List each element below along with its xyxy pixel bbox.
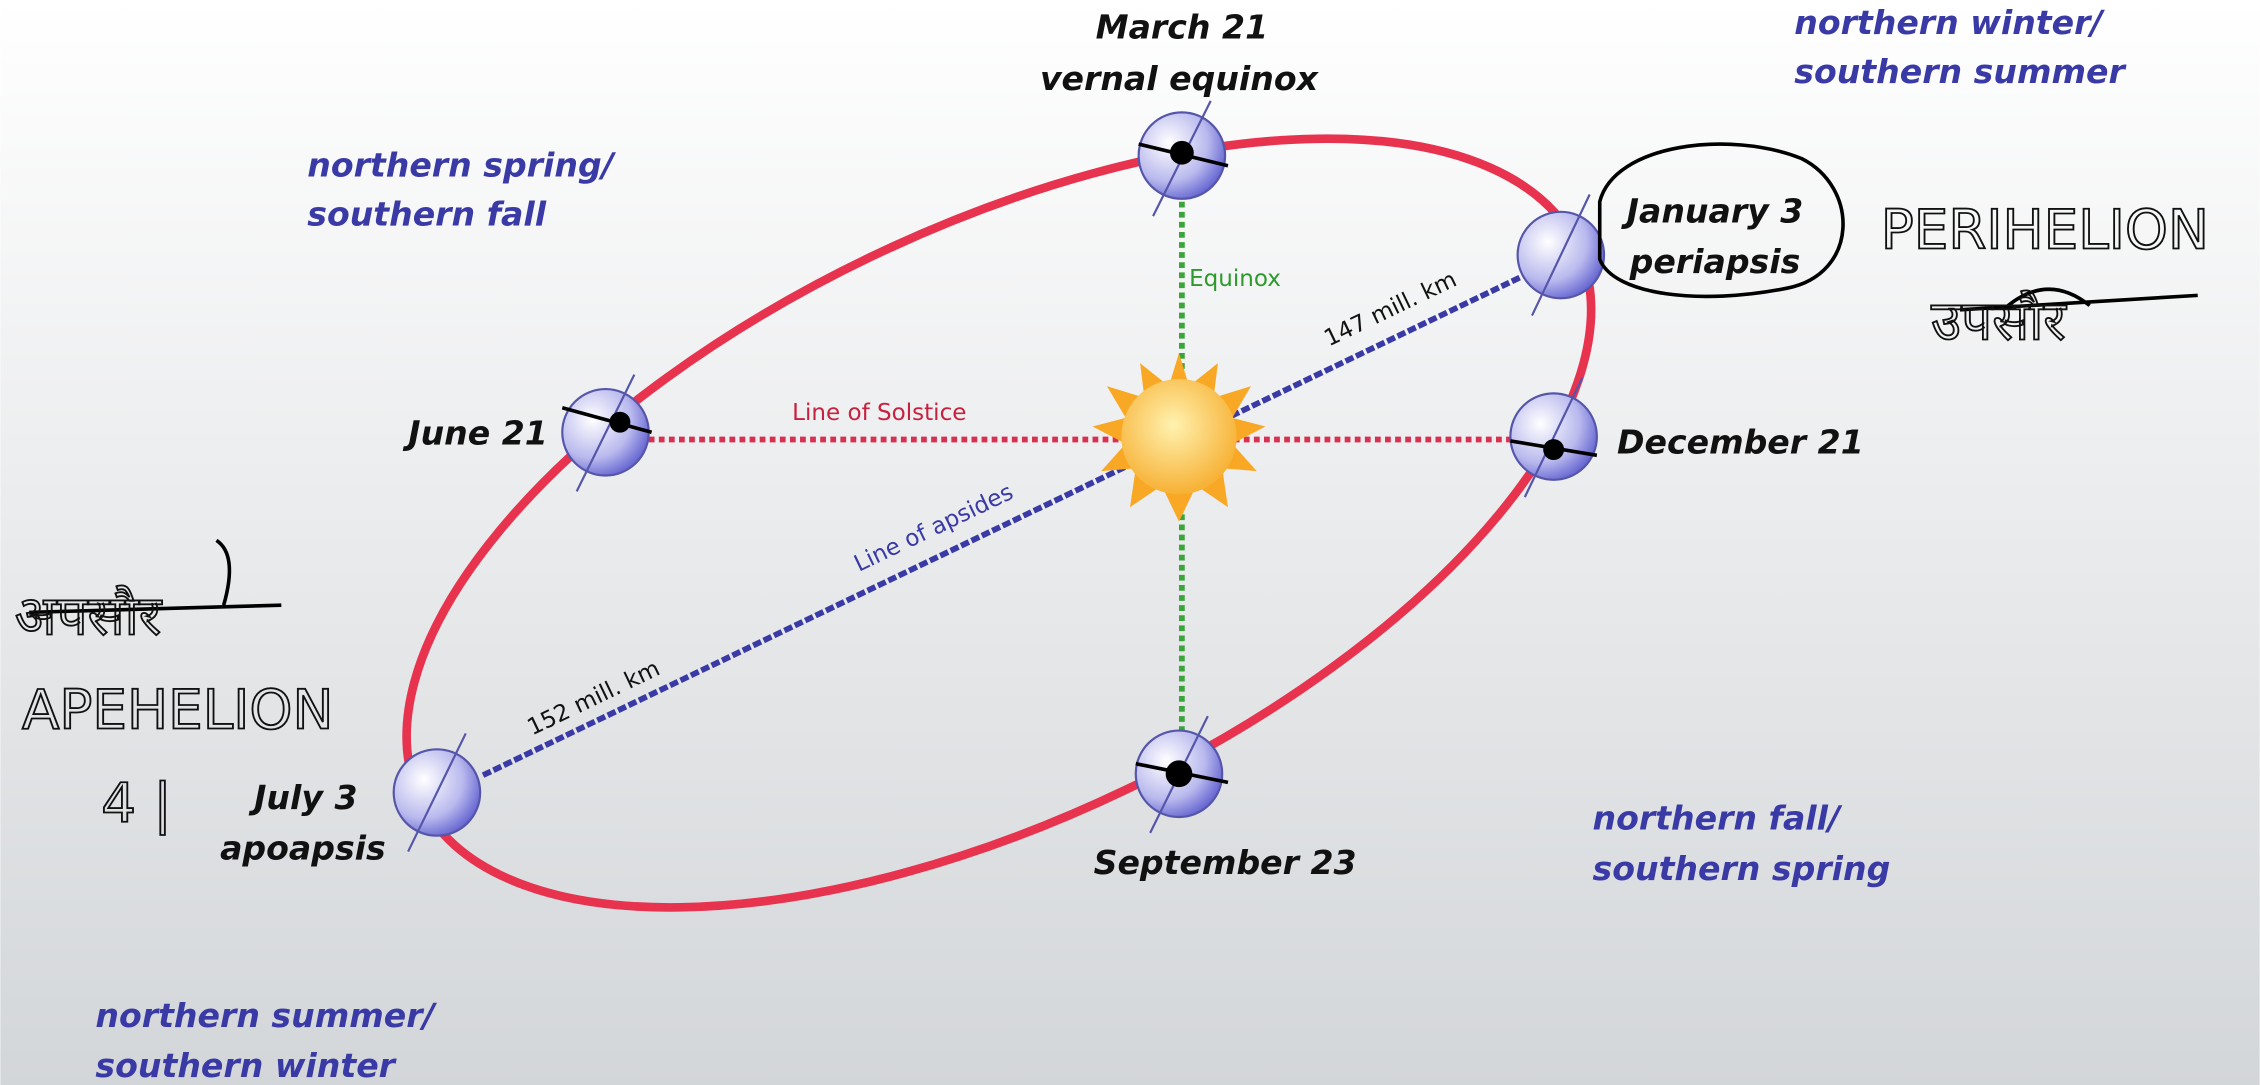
event-label: apoapsis [220,829,386,868]
season-label: southern fall [307,195,547,234]
line-label: Line of Solstice [792,400,966,426]
handwritten-note: APEHELION [22,677,334,741]
handwritten-note: उपसौर [1931,288,2067,352]
season-label: northern winter/ [1794,3,2105,42]
season-label: southern winter [95,1046,397,1085]
line-label: Equinox [1189,266,1281,292]
date-label: December 21 [1617,422,1864,461]
season-label: southern spring [1593,849,1891,888]
date-label: January 3 [1621,192,1804,231]
date-label: September 23 [1094,843,1357,882]
season-label: northern fall/ [1593,798,1843,837]
season-label: southern summer [1794,52,2127,91]
date-label: July 3 [248,778,357,817]
handwritten-note: अपसौर [15,584,163,648]
season-label: northern spring/ [307,146,616,185]
handwritten-note: PERIHELION [1881,198,2209,262]
event-label: vernal equinox [1040,59,1320,98]
date-label: March 21 [1096,7,1269,46]
event-label: periapsis [1629,242,1801,281]
orbit-diagram: March 21 vernal equinox January 3 periap… [0,0,2260,1085]
handwritten-note: 4 | [101,771,172,836]
date-label: June 21 [402,414,548,453]
season-label: northern summer/ [95,996,437,1035]
